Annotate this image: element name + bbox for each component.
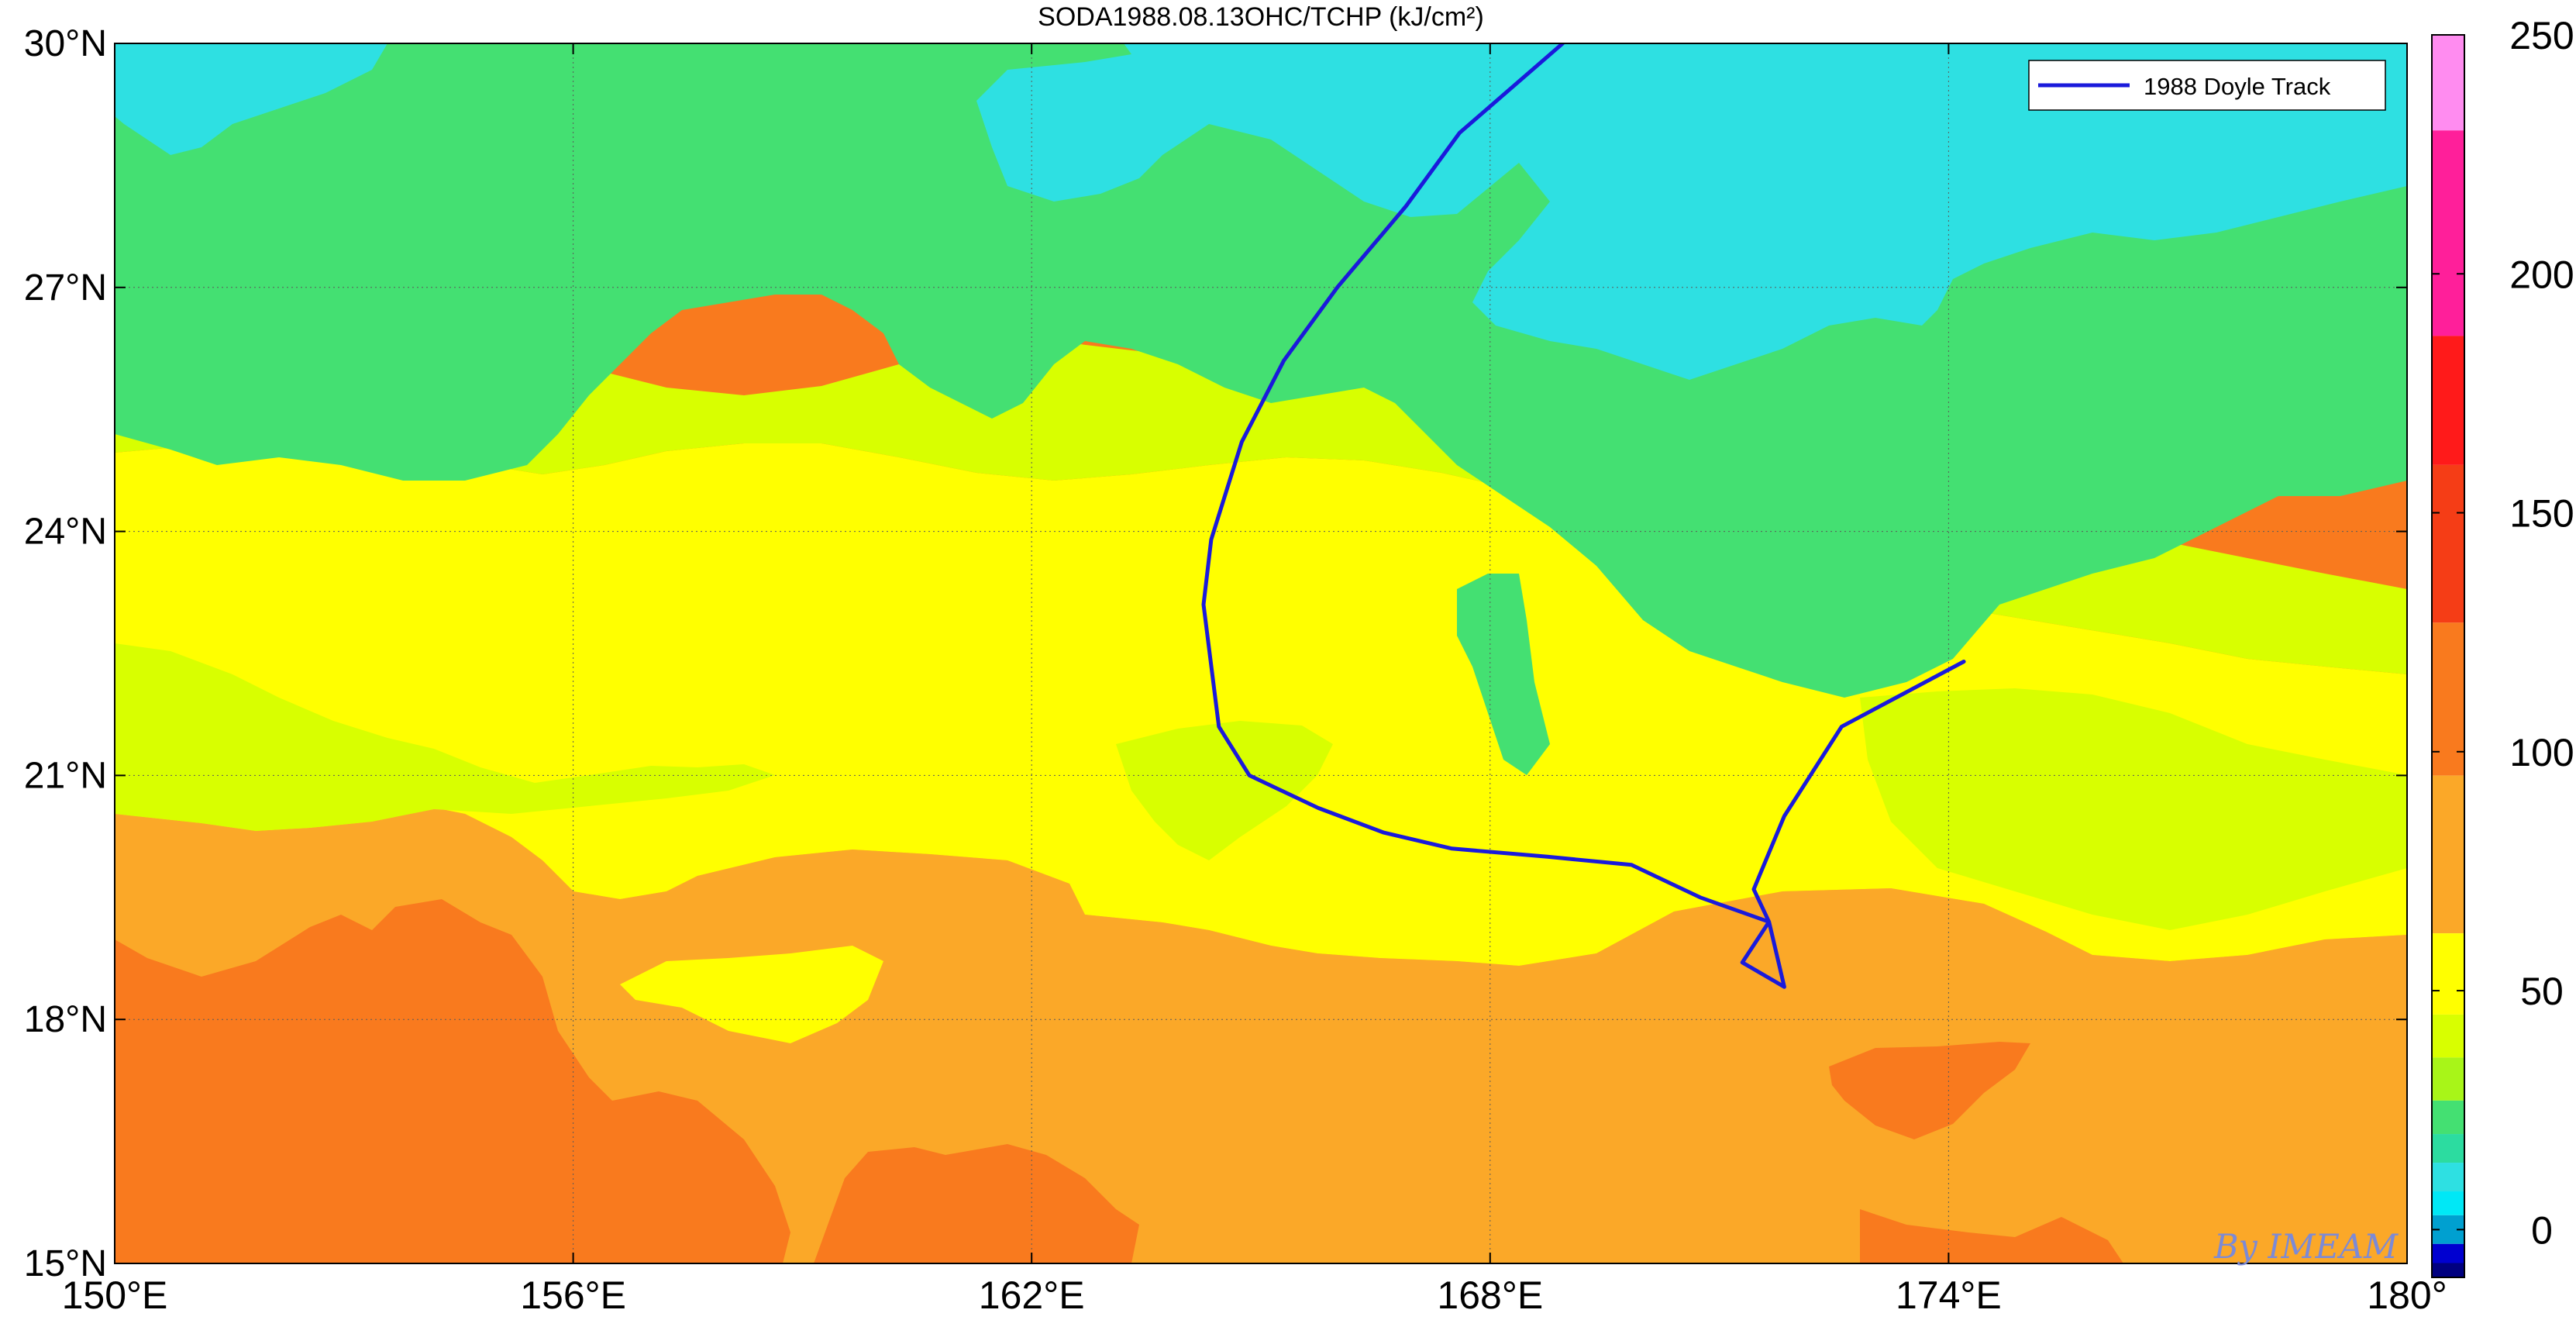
map-area [115,43,2407,1263]
doyle-track-line [1201,43,1966,989]
zone-mid [115,341,2407,674]
colorbar-bands [2432,35,2464,1277]
watermark: By IMEAM [2213,1228,2399,1267]
zone-very-high-central [814,1144,1139,1263]
colorbar-band [2432,130,2464,336]
colorbar-band [2432,1243,2464,1263]
colorbar-band [2432,933,2464,1015]
colorbar-tick-label: 50 [2520,970,2564,1013]
x-tick-label: 150°E [62,1274,168,1317]
y-tick-label: 21°N [24,755,107,796]
y-tick-labels: 30°N 27°N 24°N 21°N 18°N 15°N [24,23,107,1284]
y-tick-label: 18°N [24,999,107,1040]
x-tick-labels: 150°E 156°E 162°E 168°E 174°E 180° [62,1274,2447,1317]
colorbar-frame [2431,34,2465,1278]
colorbar-band [2432,1100,2464,1135]
colorbar-band [2432,775,2464,934]
x-tick-label: 174°E [1896,1274,2002,1317]
y-tick-label: 24°N [24,512,107,553]
x-tick-label: 162°E [979,1274,1085,1317]
colorbar-band [2432,1057,2464,1101]
colorbar-tick-label: 100 [2509,731,2574,774]
colorbar-band [2432,464,2464,623]
colorbar-tick-label: 0 [2531,1208,2553,1252]
zone-mid-high-southwest [620,946,883,1043]
legend-label: 1988 Doyle Track [2144,73,2331,100]
colorbar-band [2432,622,2464,776]
zone-very-low [115,43,2407,380]
zone-mid-lobe-east [1860,688,2407,930]
y-tick-label: 27°N [24,267,107,308]
zone-mid-high [115,437,2407,966]
legend: 1988 Doyle Track [2028,60,2386,111]
colorbar-tick-label: 150 [2509,492,2574,536]
zone-very-high-east [1829,1042,2030,1139]
zone-very-high-west [115,899,790,1263]
colorbar-band [2432,336,2464,465]
zone-mid-lobe-west [115,643,775,831]
x-tick-label: 156°E [520,1274,626,1317]
colorbar-band [2432,1163,2464,1192]
zone-mid-lobe-central [1116,721,1333,860]
colorbar-band [2432,1014,2464,1058]
colorbar-tick-label: 200 [2509,253,2574,296]
x-tick-label: 168°E [1437,1274,1543,1317]
colorbar: 250 200 150 100 50 0 [2431,14,2574,1278]
colorbar-band [2432,1263,2464,1277]
map-gridlines [115,43,2407,1263]
y-tick-label: 15°N [24,1243,107,1284]
colorbar-band [2432,35,2464,131]
colorbar-tick-label: 250 [2509,14,2574,57]
map-title: SODA1988.08.13OHC/TCHP (kJ/cm²) [1038,2,1484,32]
map-frame [114,43,2408,1264]
y-tick-label: 30°N [24,23,107,64]
colorbar-ticks: 250 200 150 100 50 0 [2432,14,2574,1252]
colorbar-band [2432,1134,2464,1163]
colorbar-band [2432,1191,2464,1215]
x-tick-label: 180° [2367,1274,2447,1317]
zone-low-pocket [1457,574,1550,775]
zone-very-high-southeast [1860,1209,2123,1263]
zone-very-low-west-tip [115,43,387,155]
